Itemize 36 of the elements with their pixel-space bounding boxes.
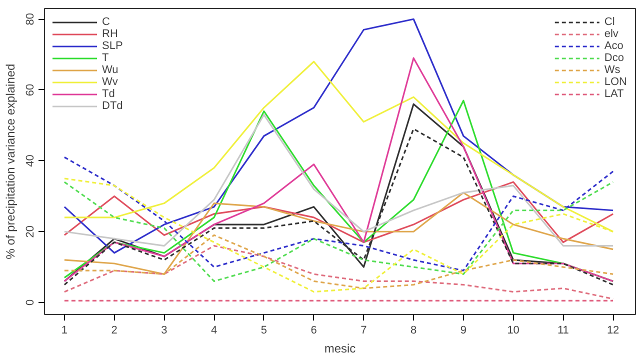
x-tick-label: 3 <box>161 324 168 336</box>
legend-label: LON <box>604 76 627 88</box>
x-tick-label: 5 <box>260 324 268 336</box>
x-axis-title: mesic <box>324 342 356 356</box>
y-tick-label: 20 <box>24 225 36 238</box>
legend-label: Td <box>102 88 116 100</box>
legend-label: T <box>102 52 110 64</box>
x-tick-label: 11 <box>557 324 569 336</box>
y-tick-label: 0 <box>24 299 36 306</box>
legend-label: LAT <box>604 88 624 100</box>
y-tick-label: 80 <box>24 12 36 26</box>
x-tick-label: 12 <box>606 324 620 336</box>
x-tick-label: 10 <box>507 324 520 336</box>
legend-label: Dco <box>604 52 624 64</box>
legend-label: Wv <box>102 76 119 88</box>
legend-label: elv <box>604 28 620 40</box>
legend-label: Ws <box>604 64 622 76</box>
y-tick-label: 60 <box>24 84 36 96</box>
legend-label: DTd <box>102 100 123 112</box>
legend-label: Aco <box>604 40 624 52</box>
y-tick-label: 40 <box>24 154 36 167</box>
line-series <box>64 181 614 244</box>
legend-label: Wu <box>102 64 120 76</box>
x-tick-label: 7 <box>360 324 367 336</box>
y-axis-title: % of precipitation variance explained <box>4 64 18 260</box>
legend-label: Cl <box>604 16 616 28</box>
x-tick-label: 6 <box>310 324 317 336</box>
legend-label: SLP <box>102 40 123 52</box>
x-tick-label: 2 <box>111 324 118 336</box>
x-tick-label: 8 <box>410 324 417 336</box>
x-tick-label: 9 <box>460 324 467 336</box>
x-tick-label: 1 <box>61 324 68 336</box>
line-series <box>64 114 614 247</box>
legend-label: RH <box>102 28 119 40</box>
x-tick-label: 4 <box>211 324 218 336</box>
legend-label: C <box>102 16 111 28</box>
